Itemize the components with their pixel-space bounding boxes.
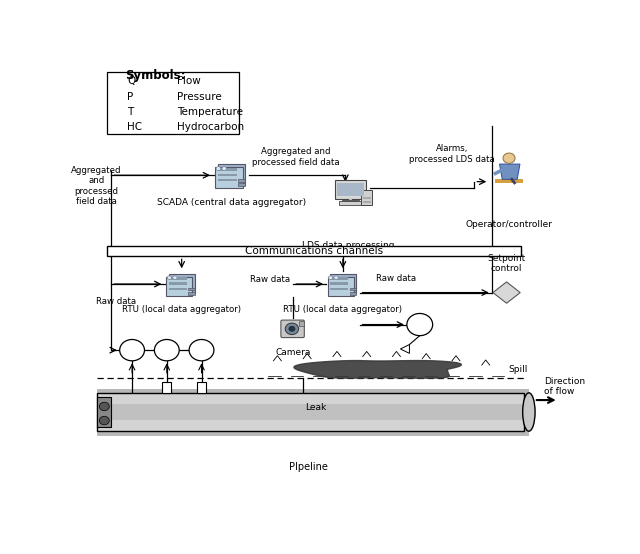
Text: Aggregated and
processed field data: Aggregated and processed field data <box>252 147 340 167</box>
Bar <box>349 288 356 290</box>
Bar <box>238 179 245 182</box>
Circle shape <box>189 340 214 361</box>
Text: Alarms,
processed LDS data: Alarms, processed LDS data <box>409 144 495 163</box>
FancyBboxPatch shape <box>169 274 195 293</box>
FancyBboxPatch shape <box>328 276 354 296</box>
Text: Temperature: Temperature <box>177 107 243 117</box>
Bar <box>330 277 348 280</box>
Polygon shape <box>294 361 461 378</box>
Text: P: P <box>127 92 133 102</box>
Bar <box>362 190 372 204</box>
Text: Raw data: Raw data <box>97 297 136 306</box>
Circle shape <box>285 323 299 335</box>
Text: T: T <box>198 345 205 355</box>
Bar <box>349 292 356 295</box>
Bar <box>218 179 237 182</box>
Circle shape <box>99 402 109 411</box>
Text: Aggregated
and
processed
field data: Aggregated and processed field data <box>71 166 122 206</box>
Bar <box>342 199 358 202</box>
Text: Symbols:: Symbols: <box>125 69 185 82</box>
Bar <box>188 292 195 295</box>
Bar <box>188 288 195 290</box>
Bar <box>330 288 348 290</box>
Ellipse shape <box>523 393 535 431</box>
Text: Hydrocarbon: Hydrocarbon <box>177 122 244 132</box>
FancyBboxPatch shape <box>330 274 356 293</box>
Bar <box>97 397 111 427</box>
Text: SCADA (central data aggregator): SCADA (central data aggregator) <box>157 198 306 208</box>
Bar <box>335 180 366 199</box>
Circle shape <box>289 326 296 332</box>
Text: Operator/controller: Operator/controller <box>465 220 552 229</box>
Bar <box>97 388 529 437</box>
Bar <box>363 201 371 203</box>
Text: Raw data: Raw data <box>250 275 290 284</box>
FancyBboxPatch shape <box>166 276 193 296</box>
Text: PIpeline: PIpeline <box>289 463 328 473</box>
Text: Q: Q <box>127 76 136 86</box>
Bar <box>238 183 245 186</box>
Bar <box>330 283 348 285</box>
Polygon shape <box>499 164 520 179</box>
Bar <box>495 179 523 183</box>
Circle shape <box>216 167 221 171</box>
Text: Flow: Flow <box>177 76 200 86</box>
Bar <box>218 173 237 176</box>
Bar <box>339 202 362 204</box>
Text: HC: HC <box>127 122 142 132</box>
Text: P: P <box>164 345 170 355</box>
Text: T: T <box>127 107 133 117</box>
Text: Communications channels: Communications channels <box>245 246 383 256</box>
Circle shape <box>328 276 333 280</box>
Circle shape <box>173 276 177 280</box>
Polygon shape <box>401 345 410 353</box>
Text: Direction
of flow: Direction of flow <box>544 377 585 396</box>
Text: LDS data processing: LDS data processing <box>301 241 394 250</box>
Text: HC: HC <box>413 320 426 329</box>
Bar <box>108 245 522 257</box>
Circle shape <box>407 314 433 336</box>
Circle shape <box>334 276 339 280</box>
Circle shape <box>154 340 179 361</box>
Circle shape <box>167 276 172 280</box>
Text: Raw data: Raw data <box>376 274 417 284</box>
Circle shape <box>99 416 109 425</box>
Bar <box>299 321 303 326</box>
Text: Setpoint
control: Setpoint control <box>488 254 525 273</box>
FancyBboxPatch shape <box>218 165 245 184</box>
Bar <box>97 393 524 431</box>
Text: RTU (local data aggregator): RTU (local data aggregator) <box>284 305 403 314</box>
Bar <box>197 382 206 393</box>
Circle shape <box>503 153 515 163</box>
Bar <box>218 168 237 171</box>
Bar <box>169 288 188 290</box>
Polygon shape <box>493 282 520 303</box>
FancyBboxPatch shape <box>215 167 243 188</box>
Bar <box>169 283 188 285</box>
Text: Q: Q <box>128 345 136 355</box>
Bar <box>163 382 172 393</box>
FancyBboxPatch shape <box>281 320 304 337</box>
Text: Leak: Leak <box>305 403 326 412</box>
Circle shape <box>222 167 227 171</box>
Bar <box>169 277 188 280</box>
Bar <box>108 72 239 134</box>
Text: Camera: Camera <box>276 348 311 357</box>
Circle shape <box>120 340 145 361</box>
Text: RTU (local data aggregator): RTU (local data aggregator) <box>122 305 241 314</box>
Bar <box>337 183 364 196</box>
Bar <box>97 404 524 420</box>
Text: Spill: Spill <box>508 365 527 374</box>
Bar <box>363 197 371 199</box>
Text: Pressure: Pressure <box>177 92 221 102</box>
Bar <box>349 199 352 200</box>
